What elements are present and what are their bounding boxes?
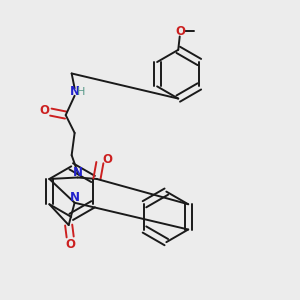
Text: O: O: [176, 25, 186, 38]
Text: H: H: [77, 87, 85, 97]
Text: N: N: [70, 85, 80, 98]
Text: N: N: [73, 166, 82, 178]
Text: N: N: [70, 191, 80, 204]
Text: O: O: [65, 238, 75, 251]
Text: O: O: [39, 104, 49, 117]
Text: O: O: [102, 153, 112, 166]
